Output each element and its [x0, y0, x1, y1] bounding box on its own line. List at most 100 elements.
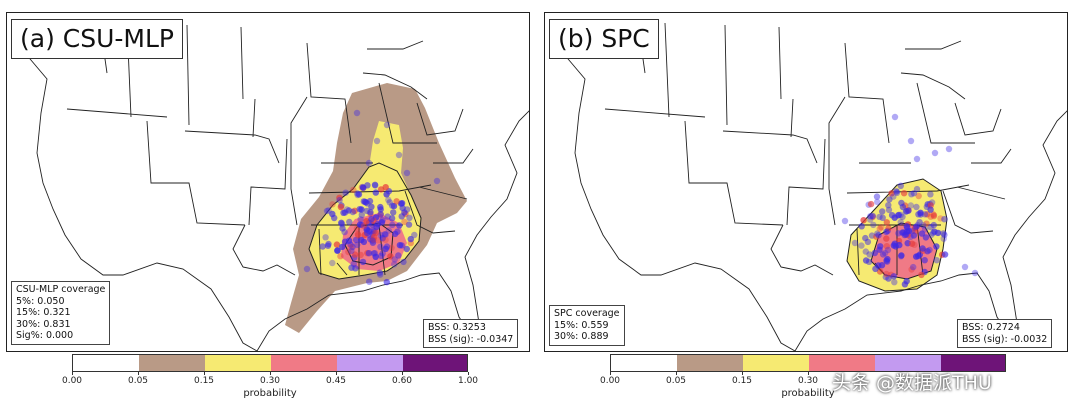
colorbar-a-seg: [271, 355, 337, 371]
colorbar-b-tick-label: 0.05: [665, 376, 687, 386]
sig-report-marker: [930, 211, 937, 218]
sig-report-marker: [911, 241, 918, 248]
coverage-line-a: 15%: 0.321: [16, 307, 71, 318]
report-marker: [363, 226, 370, 233]
report-marker: [858, 223, 865, 230]
report-marker: [407, 235, 414, 243]
coverage-line-a: 30%: 0.831: [16, 318, 71, 330]
report-marker: [867, 216, 874, 223]
report-marker: [877, 243, 884, 250]
sig-report-marker: [350, 186, 357, 194]
colorbar-a-tickmark: [336, 372, 337, 375]
sig-report-marker: [888, 190, 895, 197]
sig-report-marker: [373, 229, 380, 236]
us-map-b: [562, 22, 1067, 351]
report-marker: [910, 263, 917, 271]
report-marker: [374, 220, 382, 228]
sig-report-marker: [354, 232, 362, 239]
report-marker: [927, 206, 934, 213]
report-marker: [322, 234, 329, 241]
report-marker: [405, 221, 413, 228]
colorbar-b-tickmark: [676, 372, 677, 375]
report-marker: [908, 191, 915, 198]
prob-contour-15: [308, 162, 422, 280]
sig-report-marker: [382, 236, 389, 244]
report-marker: [878, 262, 886, 269]
report-marker: [383, 121, 391, 129]
report-marker: [342, 189, 349, 196]
us-map-a: [24, 22, 529, 351]
colorbar-a-tickmark: [204, 372, 205, 375]
report-marker: [913, 203, 920, 211]
report-marker: [907, 137, 915, 145]
colorbar-a-tick-label: 0.60: [391, 376, 413, 386]
report-marker: [885, 202, 892, 209]
report-marker: [879, 208, 886, 215]
colorbar-b-seg: [941, 355, 1005, 371]
sig-report-marker: [382, 184, 389, 191]
sig-report-marker: [878, 224, 885, 231]
sig-report-marker: [360, 222, 367, 230]
colorbar-b-tick-label: 0.15: [731, 376, 753, 386]
report-marker: [366, 278, 373, 285]
report-marker: [359, 258, 367, 266]
report-marker: [379, 217, 386, 224]
sig-report-marker: [347, 243, 354, 251]
report-marker: [903, 208, 910, 215]
report-marker: [354, 190, 361, 197]
storm-reports-b: [841, 113, 979, 288]
report-marker: [871, 249, 878, 257]
report-marker: [919, 245, 926, 252]
report-marker: [933, 257, 940, 264]
report-marker: [378, 252, 385, 259]
sig-report-marker: [860, 217, 867, 224]
report-marker: [334, 247, 341, 254]
report-marker: [851, 239, 859, 247]
report-marker: [348, 264, 355, 271]
report-marker: [934, 229, 942, 237]
report-marker: [875, 232, 882, 239]
colorbar-a-seg: [403, 355, 467, 371]
report-marker: [389, 221, 396, 229]
report-marker: [390, 202, 398, 210]
coverage-line-a: 5%: 0.050: [16, 295, 65, 307]
report-marker: [329, 259, 336, 267]
report-marker: [913, 155, 921, 163]
report-marker: [358, 211, 365, 218]
bss-sig-a: BSS (sig): -0.0347: [428, 333, 514, 345]
report-marker: [390, 209, 397, 216]
report-marker: [895, 211, 902, 219]
sig-report-marker: [336, 194, 343, 201]
sig-report-marker: [393, 198, 400, 205]
report-marker: [867, 213, 874, 220]
sig-report-marker: [337, 203, 345, 211]
colorbar-b-seg: [677, 355, 743, 371]
report-marker: [897, 182, 904, 189]
report-marker: [885, 275, 892, 282]
coverage-heading-b: SPC coverage: [554, 308, 620, 319]
report-marker: [389, 202, 396, 209]
report-marker: [882, 273, 889, 281]
report-marker: [918, 230, 926, 237]
sig-report-marker: [357, 251, 364, 259]
colorbar-b-seg: [611, 355, 677, 371]
report-marker: [858, 242, 865, 249]
report-marker: [369, 237, 376, 244]
colorbar-b-tickmark: [610, 372, 611, 375]
colorbar-a-tick-label: 0.45: [325, 376, 347, 386]
sig-report-marker: [923, 220, 930, 227]
report-marker: [365, 159, 373, 167]
report-marker: [386, 199, 393, 206]
colorbar-b-tick-label: 0.30: [797, 376, 819, 386]
report-marker: [433, 177, 441, 185]
sig-report-marker: [867, 200, 875, 208]
sig-report-marker: [876, 225, 883, 232]
report-marker: [349, 243, 356, 251]
colorbar-b-seg: [743, 355, 809, 371]
report-marker: [914, 221, 921, 229]
report-marker: [369, 227, 376, 234]
report-marker: [349, 208, 357, 216]
report-marker: [355, 191, 363, 198]
report-marker: [927, 223, 934, 231]
coverage-box-a: CSU-MLP coverage 5%: 0.050 15%: 0.321 30…: [11, 281, 111, 345]
